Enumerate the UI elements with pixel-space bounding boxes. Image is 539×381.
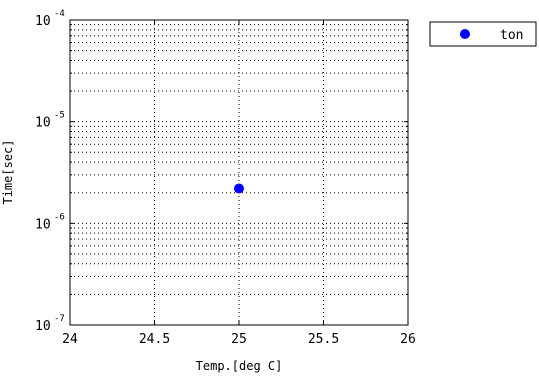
grid-lines — [70, 20, 408, 325]
y-tick-base: 10 — [35, 116, 51, 131]
y-tick-base: 10 — [35, 217, 51, 232]
x-tick-label: 25 — [231, 332, 247, 347]
y-tick-label: 10 -7 — [35, 314, 65, 334]
x-axis-label: Temp.[deg C] — [196, 359, 283, 373]
data-points — [234, 183, 244, 194]
legend-label-ton: ton — [500, 28, 523, 43]
data-point-ton — [234, 183, 244, 194]
x-tick-label: 26 — [400, 332, 416, 347]
x-tick-label: 25.5 — [308, 332, 339, 347]
legend-marker-ton — [460, 29, 470, 39]
y-tick-labels: 10-710-610-510-4 — [35, 9, 65, 334]
y-axis-label: Time[sec] — [1, 139, 15, 204]
y-tick-exponent: -5 — [54, 111, 65, 121]
legend-box — [429, 21, 537, 47]
x-tick-label: 24.5 — [139, 332, 170, 347]
legend: ton — [429, 21, 537, 47]
y-tick-label: 10 -6 — [35, 212, 65, 232]
y-tick-exponent: -6 — [54, 212, 65, 222]
x-tick-labels: 24 24.5 25 25.5 26 — [62, 332, 416, 347]
y-tick-label: 10 -5 — [35, 111, 65, 131]
x-tick-label: 24 — [62, 332, 78, 347]
y-tick-base: 10 — [35, 319, 51, 334]
y-tick-exponent: -7 — [54, 314, 65, 324]
y-tick-base: 10 — [35, 14, 51, 29]
tick-marks — [69, 19, 409, 326]
y-tick-label: 10 -4 — [35, 9, 65, 29]
y-tick-exponent: -4 — [54, 9, 65, 19]
